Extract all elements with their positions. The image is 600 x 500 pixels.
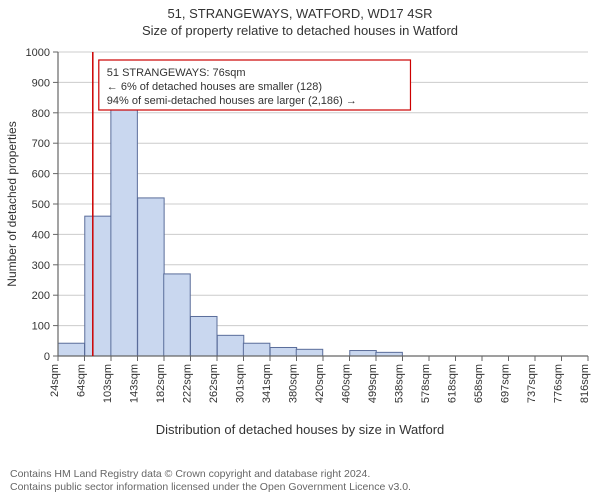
histogram-bar	[296, 349, 323, 356]
annotation-line: 94% of semi-detached houses are larger (…	[107, 95, 357, 107]
y-tick-label: 500	[32, 199, 50, 211]
x-tick-label: 697sqm	[500, 364, 512, 403]
y-tick-label: 400	[32, 229, 50, 241]
y-tick-label: 900	[32, 77, 50, 89]
y-tick-label: 0	[44, 351, 50, 363]
y-tick-label: 100	[32, 321, 50, 333]
histogram-bar	[111, 110, 138, 356]
footer-line1: Contains HM Land Registry data © Crown c…	[10, 468, 411, 481]
title-sub: Size of property relative to detached ho…	[0, 23, 600, 38]
y-tick-label: 800	[32, 108, 50, 120]
x-tick-label: 538sqm	[394, 364, 406, 403]
histogram-bar	[270, 347, 297, 356]
histogram-bar	[164, 274, 191, 356]
x-tick-label: 499sqm	[367, 364, 379, 403]
x-tick-label: 776sqm	[553, 364, 565, 403]
footer-line2: Contains public sector information licen…	[10, 481, 411, 494]
x-tick-label: 737sqm	[526, 364, 538, 403]
x-axis-label: Distribution of detached houses by size …	[0, 422, 600, 437]
x-tick-label: 618sqm	[447, 364, 459, 403]
histogram-svg: 0 100 200 300 400 500 600 700 800 900 1000 24sqm 64s…	[0, 38, 600, 418]
x-tick-label: 103sqm	[102, 364, 114, 403]
x-tick-label: 341sqm	[261, 364, 273, 403]
x-tick-label: 64sqm	[76, 364, 88, 397]
y-tick-label: 200	[32, 290, 50, 302]
x-tick-label: 262sqm	[208, 364, 220, 403]
x-tick-label: 24sqm	[49, 364, 61, 397]
x-tick-label: 143sqm	[129, 364, 141, 403]
x-tick-label: 420sqm	[314, 364, 326, 403]
histogram-bar	[191, 316, 218, 356]
y-tick-label: 600	[32, 169, 50, 181]
annotation-line: 51 STRANGEWAYS: 76sqm	[107, 67, 246, 79]
footer-attribution: Contains HM Land Registry data © Crown c…	[10, 468, 411, 494]
y-tick-label: 700	[32, 138, 50, 150]
y-tick-label: 1000	[26, 47, 50, 59]
x-tick-label: 816sqm	[579, 364, 591, 403]
y-tick-label: 300	[32, 260, 50, 272]
x-tick-label: 301sqm	[235, 364, 247, 403]
histogram-bar	[243, 343, 269, 356]
histogram-bar	[350, 351, 377, 356]
x-tick-label: 222sqm	[182, 364, 194, 403]
x-tick-label: 658sqm	[473, 364, 485, 403]
x-tick-label: 578sqm	[420, 364, 432, 403]
chart-area: 0 100 200 300 400 500 600 700 800 900 1000 24sqm 64s…	[0, 38, 600, 418]
x-tick-label: 182sqm	[155, 364, 167, 403]
annotation-line: ← 6% of detached houses are smaller (128…	[107, 81, 322, 93]
histogram-bar	[58, 343, 85, 356]
y-axis-label: Number of detached properties	[5, 121, 19, 286]
histogram-bar	[138, 198, 165, 356]
x-tick-label: 380sqm	[288, 364, 300, 403]
titles-block: 51, STRANGEWAYS, WATFORD, WD17 4SR Size …	[0, 0, 600, 38]
title-main: 51, STRANGEWAYS, WATFORD, WD17 4SR	[0, 6, 600, 21]
x-tick-label: 460sqm	[341, 364, 353, 403]
chart-card: 51, STRANGEWAYS, WATFORD, WD17 4SR Size …	[0, 0, 600, 500]
histogram-bar	[217, 335, 244, 356]
histogram-bar	[85, 216, 112, 356]
